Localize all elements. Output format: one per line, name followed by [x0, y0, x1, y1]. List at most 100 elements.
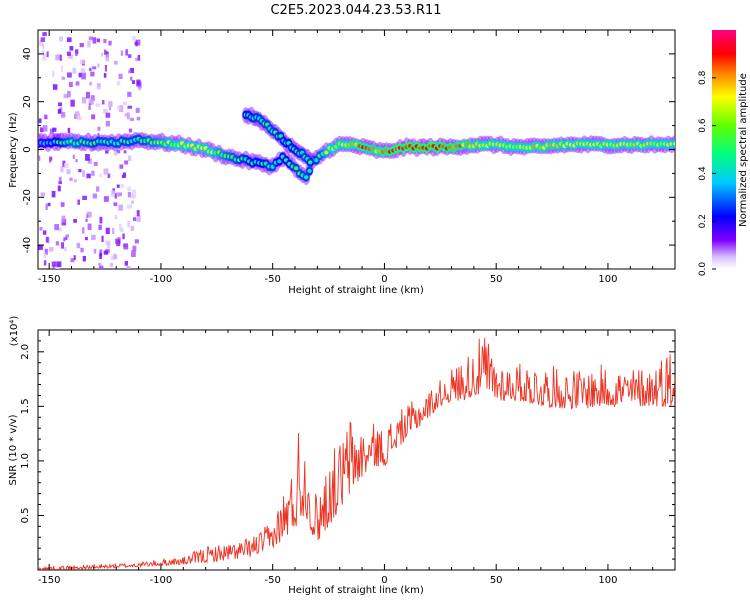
spectrogram-speckle: [116, 192, 120, 197]
spectrogram-speckle: [80, 247, 84, 253]
spectrogram-speckle: [80, 68, 86, 73]
spectrogram-speckle: [125, 49, 129, 56]
spectrogram-speckle: [124, 160, 129, 165]
spectrogram-peak: [304, 175, 309, 180]
snr-series: [38, 337, 675, 570]
spectrogram-y-tick-label: -20: [22, 189, 33, 205]
spectrogram-speckle: [55, 54, 61, 61]
spectrogram-speckle: [45, 203, 48, 210]
spectrogram-speckle: [70, 258, 75, 263]
spectrogram-speckle: [103, 196, 109, 202]
spectrogram-speckle: [82, 255, 87, 262]
spectrogram-speckle: [73, 255, 76, 261]
spectrogram-speckle: [132, 217, 137, 222]
spectrogram-speckle: [130, 225, 135, 231]
spectrogram-speckle: [61, 242, 64, 249]
spectrogram-speckle: [129, 67, 135, 74]
colorbar-tick-label: 0.0: [698, 262, 708, 277]
spectrogram-speckle: [55, 241, 60, 246]
spectrogram-speckle: [129, 204, 133, 209]
spectrogram-speckle: [120, 50, 124, 56]
spectrogram-speckle: [138, 86, 141, 91]
spectrogram-speckle: [116, 184, 120, 188]
snr-x-tick-label: 0: [381, 575, 387, 586]
spectrogram-speckle: [76, 242, 81, 249]
spectrogram-speckle: [72, 154, 75, 160]
snr-x-label: Height of straight line (km): [288, 585, 424, 596]
spectrogram-speckle: [104, 64, 107, 72]
spectrogram-speckle: [52, 70, 55, 77]
spectrogram-speckle: [48, 247, 54, 252]
spectrogram-y-label: Frequency (Hz): [8, 112, 19, 188]
spectrogram-speckle: [127, 220, 130, 228]
spectrogram-speckle: [127, 105, 133, 109]
spectrogram-speckle: [78, 169, 82, 173]
spectrogram-speckle: [43, 125, 48, 132]
spectrogram-speckle: [118, 204, 123, 211]
spectrogram-speckle: [132, 245, 137, 252]
colorbar-tick-label: 0.2: [698, 214, 708, 228]
spectrogram-speckle: [132, 35, 136, 41]
spectrogram-speckle: [108, 40, 112, 46]
spectrogram-speckle: [105, 227, 110, 235]
spectrogram-speckle: [119, 164, 124, 169]
spectrogram-speckle: [51, 261, 57, 267]
spectrogram-speckle: [118, 73, 123, 80]
spectrogram-speckle: [85, 218, 88, 222]
spectrogram-speckle: [61, 111, 66, 118]
spectrogram-y-tick-label: 40: [22, 48, 33, 61]
spectrogram-speckle: [98, 262, 102, 267]
spectrogram-speckle: [130, 76, 133, 81]
spectrogram-speckle: [89, 99, 94, 105]
spectrogram-speckle: [82, 170, 85, 178]
spectrogram-speckle: [67, 90, 71, 98]
spectrogram-speckle: [131, 200, 134, 204]
spectrogram-speckle: [105, 112, 111, 118]
spectrogram-cells: [38, 32, 675, 269]
spectrogram-peak: [293, 166, 299, 171]
spectrogram-speckle: [85, 236, 88, 241]
spectrogram-speckle: [84, 154, 90, 161]
spectrogram-speckle: [77, 199, 81, 205]
spectrogram-y-tick-label: 0: [22, 146, 33, 152]
spectrogram-speckle: [113, 152, 118, 156]
snr-y-tick-label: 2.0: [20, 344, 31, 360]
spectrogram-speckle: [126, 112, 130, 120]
spectrogram-speckle: [127, 186, 132, 192]
spectrogram-speckle: [52, 127, 57, 132]
snr-x-tick-label: -50: [265, 575, 281, 586]
colorbar-gradient: [712, 30, 736, 269]
spectrogram-speckle: [76, 112, 81, 120]
spectrogram-speckle: [69, 46, 74, 51]
snr-y-label: SNR (10 * v/v): [8, 414, 19, 485]
spectrogram-speckle: [107, 173, 111, 179]
spectrogram-speckle: [127, 191, 131, 198]
spectrogram-speckle: [103, 73, 107, 78]
spectrogram-speckle: [127, 204, 131, 210]
spectrogram-speckle: [66, 51, 71, 56]
spectrogram-speckle: [101, 100, 105, 105]
spectrogram-speckle: [118, 223, 122, 231]
spectrogram-speckle: [93, 161, 98, 166]
spectrogram-peak: [672, 141, 675, 146]
spectrogram-speckle: [59, 176, 62, 182]
spectrogram-speckle: [136, 215, 141, 223]
spectrogram-speckle: [58, 102, 62, 107]
spectrogram-speckle: [99, 216, 103, 224]
spectrogram-speckle: [99, 249, 103, 257]
spectrogram-speckle: [113, 202, 118, 207]
spectrogram-speckle: [96, 38, 100, 43]
spectrogram-speckle: [58, 180, 62, 184]
spectrogram-speckle: [59, 54, 62, 61]
spectrogram-speckle: [114, 193, 117, 199]
spectrogram-speckle: [65, 234, 70, 238]
snr-line: [38, 337, 675, 570]
spectrogram-speckle: [124, 261, 128, 266]
snr-x-tick-label: 50: [490, 575, 503, 586]
spectrogram-speckle: [134, 41, 139, 46]
spectrogram-speckle: [99, 173, 102, 178]
spectrogram-speckle: [88, 36, 94, 41]
spectrogram-speckle: [68, 81, 73, 88]
spectrogram-speckle: [66, 72, 72, 78]
